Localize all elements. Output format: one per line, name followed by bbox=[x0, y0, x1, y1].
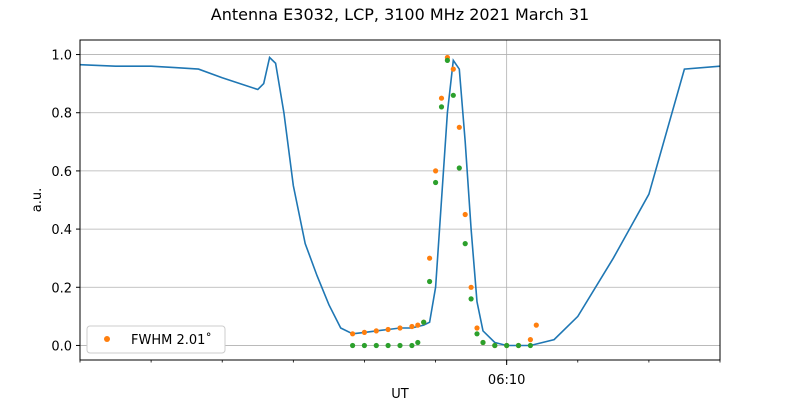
orange-data-point bbox=[468, 284, 474, 290]
y-axis-label: a.u. bbox=[30, 188, 45, 212]
green-data-point bbox=[504, 342, 510, 349]
orange-data-point bbox=[415, 322, 421, 328]
y-tick-label: 0.8 bbox=[51, 107, 72, 122]
green-data-point bbox=[462, 241, 468, 247]
green-data-point bbox=[427, 278, 433, 285]
orange-data-point bbox=[385, 326, 391, 333]
green-data-point bbox=[433, 179, 439, 186]
orange-data-point bbox=[474, 325, 480, 331]
green-data-point bbox=[515, 342, 522, 349]
x-axis-label: UT bbox=[391, 387, 409, 400]
chart-title: Antenna E3032, LCP, 3100 MHz 2021 March … bbox=[211, 5, 589, 24]
green-data-point bbox=[456, 165, 462, 171]
orange-data-point bbox=[450, 66, 456, 72]
axis-ticks: 0.0 0.2 0.4 0.6 0.8 1.0 06:10 bbox=[51, 49, 721, 388]
orange-data-point bbox=[462, 211, 468, 218]
green-data-point bbox=[415, 339, 421, 346]
green-data-point bbox=[409, 342, 415, 349]
y-tick-label: 0.2 bbox=[51, 281, 72, 296]
plot-frame bbox=[79, 39, 721, 361]
green-data-point bbox=[397, 342, 403, 349]
orange-data-point bbox=[409, 323, 415, 330]
y-tick-label: 1.0 bbox=[51, 49, 72, 64]
grid-lines bbox=[80, 40, 720, 360]
green-data-point bbox=[527, 342, 534, 349]
legend-box bbox=[86, 325, 226, 354]
green-data-point bbox=[480, 339, 486, 346]
orange-data-point bbox=[427, 255, 433, 261]
x-tick-label: 06:10 bbox=[488, 373, 525, 388]
series-line bbox=[79, 55, 721, 347]
green-data-point bbox=[421, 319, 427, 325]
orange-data-point bbox=[456, 124, 462, 130]
orange-data-point bbox=[533, 322, 539, 328]
legend-marker bbox=[104, 336, 110, 342]
legend-label: FWHM 2.01˚ bbox=[131, 332, 212, 348]
green-data-point bbox=[492, 342, 498, 349]
orange-data-point bbox=[373, 328, 379, 334]
plot-series bbox=[79, 54, 721, 349]
y-tick-label: 0.0 bbox=[51, 339, 72, 354]
orange-data-point bbox=[433, 168, 439, 174]
green-data-point bbox=[385, 342, 391, 349]
green-data-point bbox=[373, 342, 379, 349]
green-data-point bbox=[350, 342, 356, 349]
orange-data-point bbox=[438, 95, 445, 101]
green-data-point bbox=[444, 57, 450, 64]
legend: FWHM 2.01˚ bbox=[86, 325, 226, 354]
orange-data-point bbox=[350, 331, 356, 337]
green-data-point bbox=[450, 92, 456, 98]
orange-data-point bbox=[361, 329, 367, 335]
y-tick-label: 0.6 bbox=[51, 165, 72, 180]
green-data-point bbox=[361, 342, 367, 349]
orange-data-point bbox=[527, 337, 534, 343]
green-data-point bbox=[438, 104, 445, 110]
y-tick-label: 0.4 bbox=[51, 223, 72, 238]
green-data-point bbox=[474, 331, 480, 337]
orange-data-point bbox=[397, 325, 403, 331]
green-data-point bbox=[468, 296, 474, 302]
